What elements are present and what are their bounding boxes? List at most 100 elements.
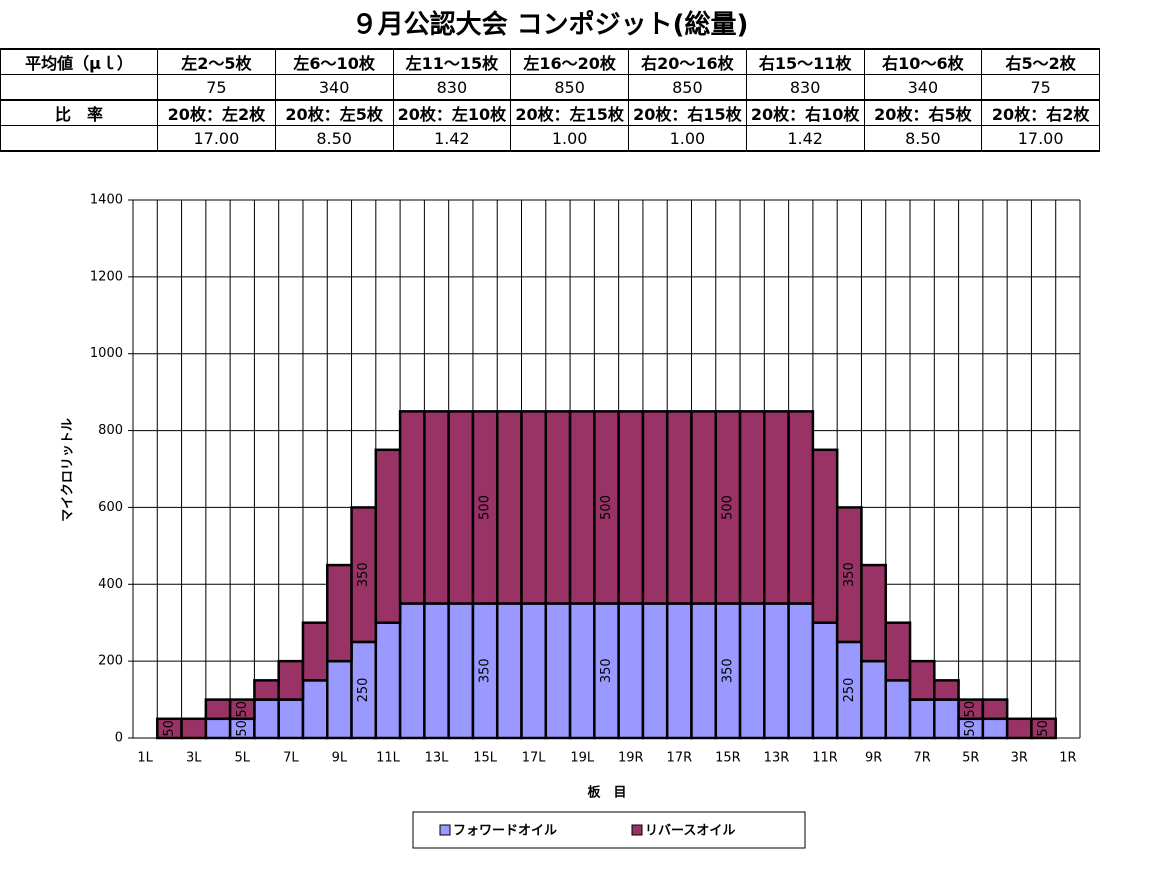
bar-segment [423,602,450,740]
data-label: 350 [356,562,371,587]
x-tick-label: 13L [425,751,450,766]
bar-segment [228,698,256,721]
bar-segment [423,410,450,605]
column-head: 20枚：左15枚 [510,99,629,126]
data-label: 500 [599,495,614,520]
value-cell: 850 [628,74,747,100]
y-axis-title: マイクロリットル [61,418,76,522]
value-cell: 830 [745,74,865,100]
y-tick-label: 1200 [90,269,123,284]
bar-segment [933,698,960,740]
row-label: 平均値（μｌ） [0,48,158,75]
row-label: 比 率 [0,99,158,126]
bar-segment [665,602,693,740]
table-row: 平均値（μｌ） 左2～5枚 左6～10枚 左11～15枚 左16～20枚 右20～16枚右… [0,48,1100,75]
bar-segment [204,698,232,721]
x-tick-label: 5L [235,751,251,766]
column-head: 左6～10枚 [274,48,394,75]
x-tick-label: 13R [764,751,790,766]
value-cell: 17.00 [981,125,1100,152]
table-row: 75 340 830 850 850 830 340 75 [0,74,1100,100]
legend-label: リバースオイル [645,824,735,839]
bar-segment [738,602,766,740]
value-cell: 1.42 [392,125,512,152]
data-label: 50 [1036,720,1051,737]
value-cell: 8.50 [274,125,394,152]
bar-segment [860,659,887,740]
bar-segment [860,563,887,663]
value-cell: 75 [157,74,276,100]
value-cell: 1.00 [628,125,747,152]
data-label: 50 [235,720,250,737]
table-row: 17.00 8.50 1.42 1.00 1.00 1.42 8.50 17.00 [0,125,1100,152]
x-tick-label: 9R [865,751,882,766]
value-cell: 850 [510,74,629,100]
bar-segment [277,659,305,701]
y-tick-label: 400 [98,577,123,592]
x-tick-label: 17R [667,751,693,766]
bar-segment [520,410,548,605]
value-cell: 17.00 [157,125,276,152]
bar-segment [690,410,718,605]
x-tick-label: 1L [137,751,153,766]
summary-table: 平均値（μｌ） 左2～5枚 左6～10枚 左11～15枚 左16～20枚 右20～16枚右… [0,48,1100,152]
column-head: 20枚：左2枚 [157,99,276,126]
bar-segment [301,679,329,740]
data-label: 350 [720,658,735,683]
column-head: 右5～2枚 [981,48,1100,75]
bar-segment [471,410,499,605]
bar-segment [641,602,669,740]
bar-segment [301,621,329,682]
table-row: 比 率 20枚：左2枚 20枚：左5枚 20枚：左10枚 20枚：左15枚 20枚：右15… [0,99,1100,126]
bar-segment [811,621,839,740]
bar-segment [544,602,572,740]
column-head: 20枚：右2枚 [981,99,1100,126]
bar-segment [593,602,620,740]
data-label: 500 [478,495,493,520]
bar-segment [204,717,232,740]
x-tick-label: 15R [715,751,741,766]
x-tick-label: 3R [1011,751,1028,766]
x-tick-label: 9L [332,751,348,766]
bar-segment [520,602,548,740]
empty-cell [0,74,158,100]
column-head: 左16～20枚 [510,48,629,75]
value-cell: 75 [981,74,1100,100]
bar-segment [884,679,912,740]
legend-swatch [439,824,451,836]
value-cell: 340 [274,74,394,100]
bar-segment [738,410,766,605]
bar-segment [350,506,378,644]
column-head: 20枚：右5枚 [863,99,983,126]
bar-segment [253,698,280,740]
bar-segment [495,602,523,740]
bar-segment [811,448,839,624]
y-tick-label: 200 [98,654,123,669]
data-label: 250 [356,678,371,703]
data-label: 500 [720,495,735,520]
bar-segment [617,602,645,740]
bar-segment [908,659,936,701]
bar-segment [981,698,1009,721]
empty-cell [0,125,158,152]
bar-segment [884,621,912,682]
bar-segment [933,679,960,701]
bar-segment [787,602,815,740]
y-tick-label: 0 [115,731,123,746]
bar-segment [641,410,669,605]
x-tick-label: 1R [1059,751,1076,766]
data-label: 250 [842,678,857,703]
value-cell: 8.50 [863,125,983,152]
bar-segment [253,679,280,701]
bar-segment [495,410,523,605]
x-tick-label: 11L [376,751,401,766]
bar-segment [714,602,742,740]
x-tick-label: 7L [283,751,299,766]
bar-segment [277,698,305,740]
x-tick-label: 7R [914,751,931,766]
bar-segment [447,410,475,605]
bar-segment [617,410,645,605]
column-head: 20枚：左5枚 [274,99,394,126]
data-label: 350 [478,658,493,683]
